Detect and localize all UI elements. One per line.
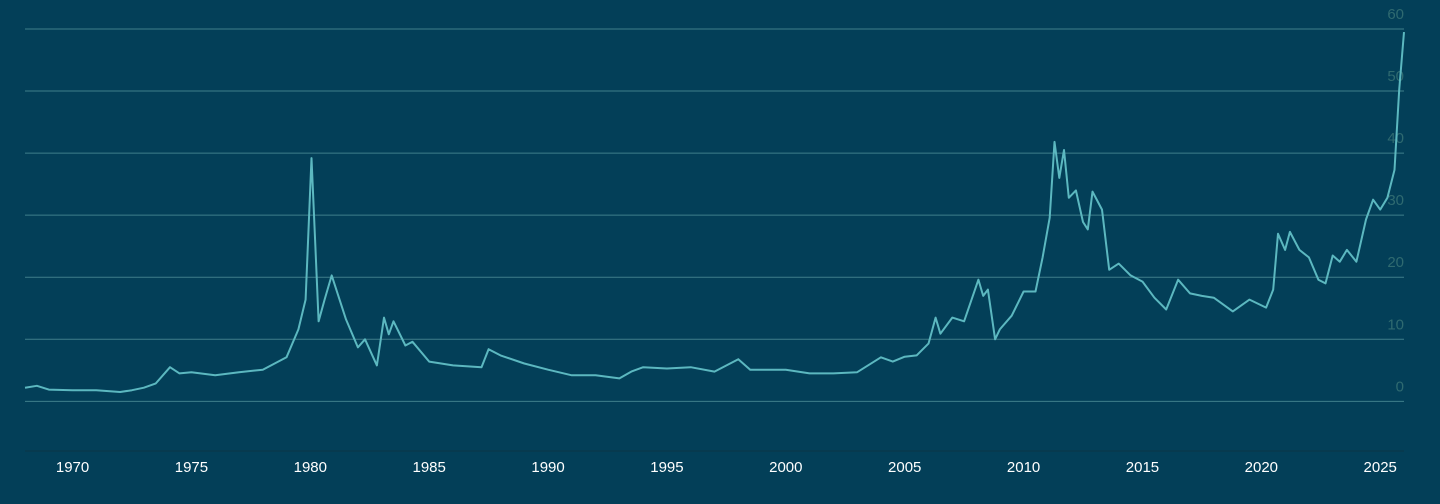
- x-tick-label: 1975: [175, 459, 208, 476]
- x-tick-label: 2020: [1245, 459, 1278, 476]
- y-tick-label: 0: [1396, 378, 1404, 395]
- y-tick-label: 30: [1387, 192, 1404, 209]
- line: [24, 32, 1405, 393]
- x-tick-label: 2000: [769, 459, 802, 476]
- x-tick-label: 1995: [650, 459, 683, 476]
- x-tick-label: 2010: [1007, 459, 1040, 476]
- x-tick-label: 1970: [56, 459, 89, 476]
- x-tick-label: 1990: [531, 459, 564, 476]
- y-tick-label: 60: [1387, 6, 1404, 23]
- x-tick-label: 2005: [888, 459, 921, 476]
- x-tick-label: 2025: [1364, 459, 1397, 476]
- x-tick-label: 1985: [413, 459, 446, 476]
- y-tick-label: 20: [1387, 254, 1404, 271]
- x-tick-label: 2015: [1126, 459, 1159, 476]
- x-tick-label: 1980: [294, 459, 327, 476]
- y-tick-label: 10: [1387, 316, 1404, 333]
